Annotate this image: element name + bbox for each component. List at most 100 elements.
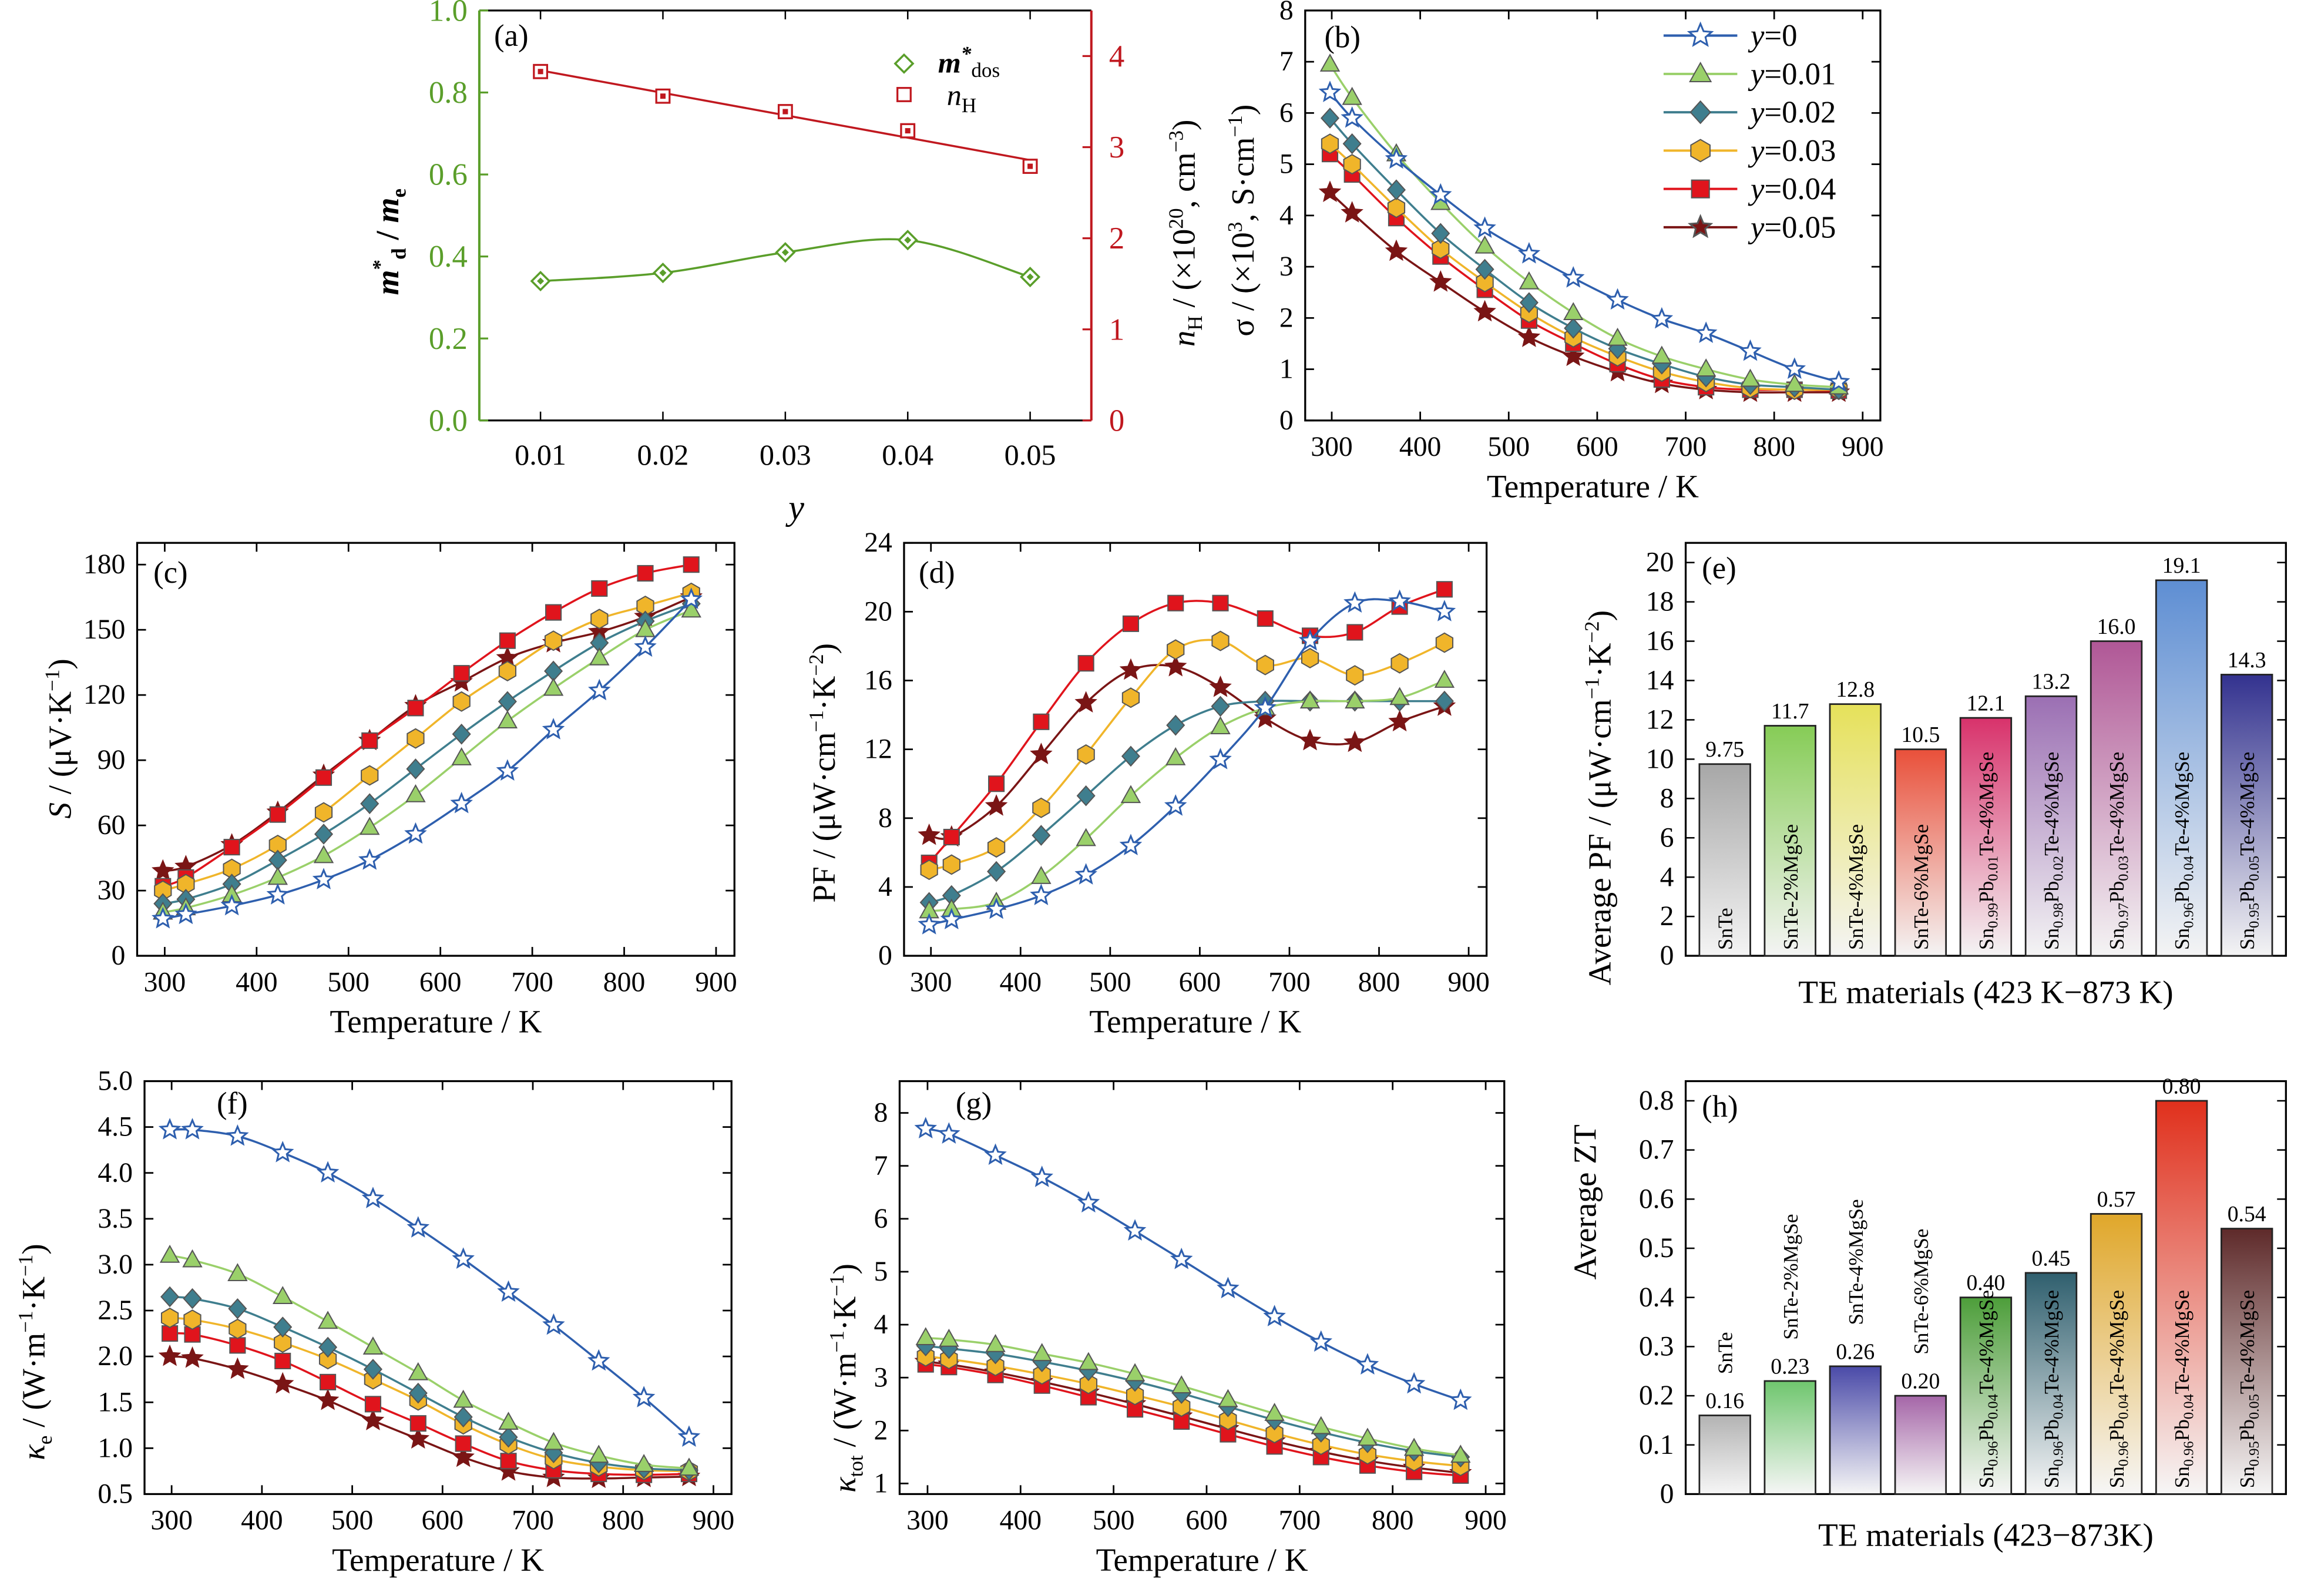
data-point bbox=[499, 632, 516, 649]
x-tick-label: 900 bbox=[695, 966, 737, 997]
data-point bbox=[940, 908, 963, 930]
y-tick-label: 0.7 bbox=[1639, 1134, 1674, 1165]
y-axis-label: Average PF / (μW·cm−1·K−2) bbox=[1580, 610, 1617, 985]
data-point bbox=[158, 1118, 182, 1140]
data-point bbox=[1320, 107, 1340, 129]
bar bbox=[1698, 763, 1751, 957]
data-point bbox=[680, 587, 703, 609]
data-point bbox=[1342, 86, 1362, 105]
y-tick-label: 3.5 bbox=[98, 1203, 133, 1234]
y-tick-label: 3 bbox=[1279, 251, 1294, 282]
legend-label: y=0.03 bbox=[1748, 134, 1836, 168]
data-point bbox=[407, 700, 424, 717]
bar bbox=[2220, 674, 2273, 957]
data-point bbox=[1450, 1444, 1471, 1463]
data-point bbox=[914, 1117, 938, 1139]
data-point bbox=[407, 728, 425, 749]
legend-nh-label: nH bbox=[947, 79, 976, 117]
x-axis-label: Temperature / K bbox=[330, 1004, 542, 1040]
data-point bbox=[271, 1141, 294, 1162]
data-point bbox=[1429, 270, 1452, 292]
data-point bbox=[1386, 179, 1406, 201]
y-tick-label: 0.2 bbox=[1639, 1380, 1674, 1411]
panel-a: 0.01 0.02 0.03 0.04 0.05 0.0 0.2 0.4 0.6 0.8 1.0 0 1… bbox=[368, 0, 1207, 527]
x-tick-label: 0.01 bbox=[515, 438, 566, 471]
series-line bbox=[929, 664, 1445, 840]
y-axis-label: κtot / (W·m−1·K−1) bbox=[825, 1264, 868, 1493]
series-line bbox=[170, 1128, 690, 1438]
data-point bbox=[987, 837, 1006, 858]
data-point bbox=[1301, 647, 1319, 668]
legend-label: y=0.01 bbox=[1748, 57, 1836, 91]
data-point bbox=[588, 678, 611, 701]
x-tick-label: 400 bbox=[1399, 431, 1442, 462]
data-point bbox=[637, 565, 654, 582]
data-point bbox=[1164, 794, 1187, 816]
nh-point-core bbox=[660, 93, 666, 99]
bar bbox=[1829, 703, 1882, 957]
data-point bbox=[1077, 1191, 1100, 1213]
bar-value-label: 0.57 bbox=[2097, 1187, 2136, 1212]
data-point bbox=[452, 723, 471, 745]
data-point bbox=[1299, 690, 1321, 709]
y-tick-label: 2.0 bbox=[98, 1340, 133, 1372]
bar-value-label: 0.26 bbox=[1836, 1339, 1875, 1364]
y-tick-label: 5 bbox=[1279, 149, 1294, 180]
data-point bbox=[1740, 368, 1761, 387]
data-point bbox=[1212, 594, 1229, 611]
data-point bbox=[160, 1286, 180, 1308]
data-point bbox=[1164, 654, 1187, 677]
data-point bbox=[361, 765, 379, 786]
x-tick-label: 400 bbox=[1000, 1505, 1042, 1536]
x-tick-label: 500 bbox=[331, 1505, 374, 1536]
y-tick-label: 8 bbox=[1279, 0, 1294, 26]
data-point bbox=[543, 677, 564, 696]
bar-value-label: 14.3 bbox=[2228, 648, 2266, 673]
y-tick-label: 14 bbox=[1646, 665, 1674, 696]
series-line bbox=[925, 1345, 1461, 1459]
y-tick-label: 5 bbox=[874, 1256, 888, 1287]
x-tick-label: 400 bbox=[1000, 966, 1042, 997]
data-point bbox=[229, 1318, 247, 1339]
x-axis-label: TE materials (423−873K) bbox=[1818, 1517, 2154, 1553]
x-tick-label: 800 bbox=[1753, 431, 1795, 462]
bar bbox=[1764, 1380, 1816, 1495]
data-point bbox=[1165, 747, 1186, 765]
series-line bbox=[928, 588, 1445, 864]
bar bbox=[2155, 579, 2208, 957]
y-tick-label: 0.6 bbox=[1639, 1183, 1674, 1214]
panel-d: 300 400 500 600 700 800 900 0 4 8 12 16 20 24 (d) Tempe… bbox=[805, 527, 1490, 1039]
data-point bbox=[589, 647, 610, 666]
panel-b: 300 400 500 600 700 800 900 0 1 2 3 4 5 6 7 8 (b) Tempera… bbox=[1224, 0, 1884, 504]
series-line bbox=[169, 1254, 690, 1470]
y-tick-label-left: 0.2 bbox=[429, 322, 468, 356]
data-point bbox=[984, 1143, 1007, 1165]
x-tick-label: 300 bbox=[150, 1505, 193, 1536]
data-point bbox=[1429, 183, 1452, 205]
y-tick-label: 0 bbox=[1660, 1479, 1674, 1510]
y-tick-label: 4.0 bbox=[98, 1157, 133, 1188]
y-tick-label: 0 bbox=[878, 940, 892, 971]
data-point bbox=[409, 1415, 426, 1432]
y-tick-label: 1.0 bbox=[98, 1432, 133, 1463]
data-point bbox=[273, 1316, 293, 1338]
panel-g: 300 400 500 600 700 800 900 1 2 3 4 5 6 7 8 (g) Temperat… bbox=[825, 1080, 1507, 1578]
bar-category-label: Sn0.98Pb0.02Te-4%MgSe bbox=[2040, 752, 2067, 950]
data-point bbox=[408, 1382, 428, 1404]
data-point bbox=[451, 747, 472, 765]
data-point bbox=[1563, 302, 1584, 321]
bar bbox=[1959, 717, 2013, 957]
bar bbox=[1894, 748, 1947, 957]
data-point bbox=[454, 1406, 473, 1428]
y-tick-label: 8 bbox=[1660, 782, 1674, 814]
x-tick-label: 300 bbox=[906, 1505, 949, 1536]
y-tick-label: 0.1 bbox=[1639, 1429, 1674, 1460]
series-line bbox=[162, 596, 692, 872]
data-point bbox=[1265, 1423, 1284, 1444]
data-point bbox=[1119, 834, 1143, 856]
y-tick-label: 6 bbox=[874, 1203, 888, 1234]
y-tick-label: 0 bbox=[1660, 940, 1674, 971]
data-point bbox=[1432, 238, 1450, 260]
data-point bbox=[1173, 1396, 1191, 1417]
y-tick-label: 24 bbox=[864, 527, 892, 558]
